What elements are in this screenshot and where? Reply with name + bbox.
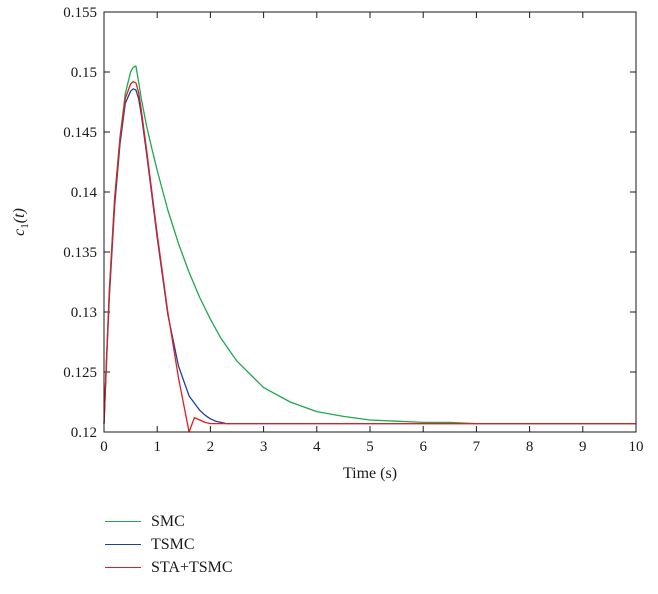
legend: SMC TSMC STA+TSMC <box>105 510 233 579</box>
legend-label-sta-tsmc: STA+TSMC <box>151 558 233 576</box>
x-tick-label-1: 1 <box>153 439 161 455</box>
plot-frame <box>103 11 637 433</box>
series-line-smc <box>103 65 636 425</box>
x-tick-label-0: 0 <box>100 439 108 455</box>
y-tick-label-1: 0.125 <box>63 365 97 381</box>
legend-label-smc: SMC <box>151 512 185 530</box>
y-axis-label: c1(t) <box>11 208 31 236</box>
y-tick-label-6: 0.15 <box>71 65 97 81</box>
chart: 0 1 2 3 4 5 6 7 8 9 10 0.12 0.125 0.13 0.135 0.14 0.145 0… <box>11 5 644 482</box>
legend-item-sta-tsmc: STA+TSMC <box>105 556 233 579</box>
series-layer <box>103 65 636 433</box>
x-tick-label-10: 10 <box>629 439 644 455</box>
legend-swatch-sta-tsmc <box>105 567 141 568</box>
x-tick-label-7: 7 <box>473 439 481 455</box>
y-tick-label-5: 0.145 <box>63 125 97 141</box>
x-axis-label: Time (s) <box>343 465 397 482</box>
ticks-layer <box>103 11 637 433</box>
series-line-sta-tsmc <box>103 80 636 433</box>
x-tick-label-9: 9 <box>579 439 587 455</box>
x-tick-label-5: 5 <box>366 439 374 455</box>
y-axis-label-main: c <box>11 229 28 236</box>
y-axis-label-sub: 1 <box>19 223 31 229</box>
y-tick-label-2: 0.13 <box>71 305 97 321</box>
legend-swatch-smc <box>105 521 141 522</box>
y-tick-label-3: 0.135 <box>63 245 97 261</box>
y-axis-label-arg: (t) <box>11 208 28 223</box>
legend-label-tsmc: TSMC <box>151 535 195 553</box>
x-tick-label-3: 3 <box>260 439 268 455</box>
x-tick-label-4: 4 <box>313 439 321 455</box>
legend-swatch-tsmc <box>105 544 141 545</box>
legend-item-tsmc: TSMC <box>105 533 233 556</box>
legend-item-smc: SMC <box>105 510 233 533</box>
y-tick-label-7: 0.155 <box>63 5 97 21</box>
x-tick-label-8: 8 <box>526 439 534 455</box>
labels-layer: 0 1 2 3 4 5 6 7 8 9 10 0.12 0.125 0.13 0.135 0.14 0.145 0… <box>63 5 643 455</box>
x-tick-label-2: 2 <box>207 439 215 455</box>
y-tick-label-4: 0.14 <box>71 185 98 201</box>
x-tick-label-6: 6 <box>419 439 427 455</box>
y-tick-label-0: 0.12 <box>71 425 97 441</box>
